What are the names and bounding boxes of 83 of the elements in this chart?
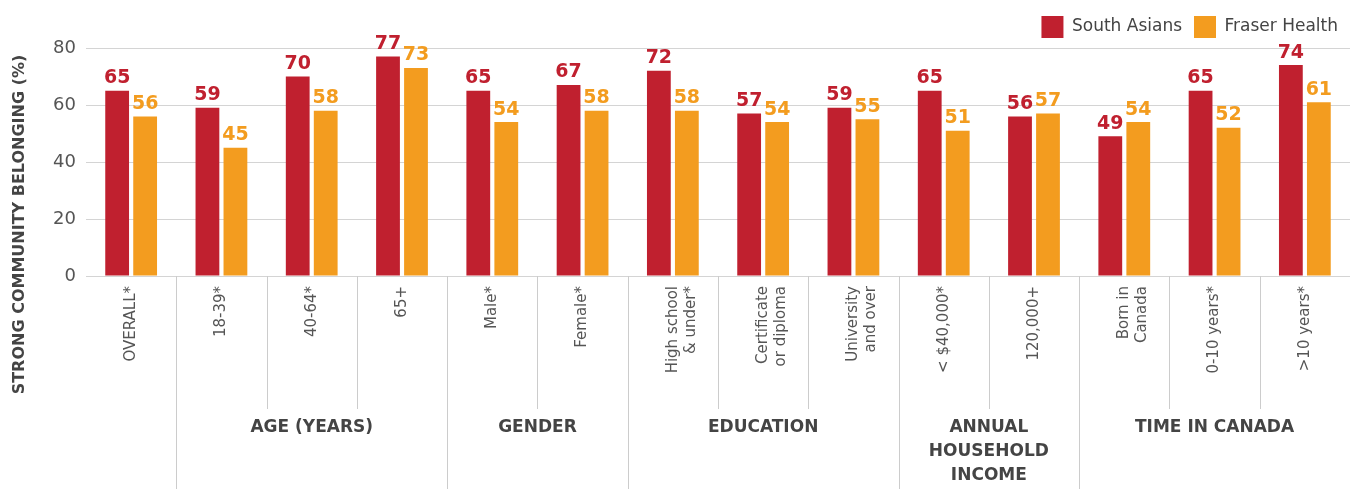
y-tick-label: 80 — [53, 35, 76, 57]
bar — [765, 122, 790, 276]
bar — [1126, 122, 1151, 276]
x-tick-label: 18-39* — [211, 285, 230, 338]
x-tick-label: High school & under* — [662, 285, 699, 374]
data-label: 65 — [916, 65, 943, 88]
bar — [223, 147, 248, 276]
y-tick-label: 60 — [53, 92, 76, 114]
bar — [674, 110, 699, 276]
bar — [855, 119, 880, 276]
bar — [133, 116, 158, 276]
bar — [376, 56, 400, 276]
x-tick-label: OVERALL* — [121, 285, 140, 362]
data-label: 58 — [312, 85, 339, 108]
data-label: 65 — [465, 65, 492, 88]
text: ANNUAL HOUSEHOLD INCOME — [928, 415, 1049, 484]
data-label: 49 — [1097, 110, 1124, 133]
bar — [584, 110, 609, 276]
x-tick-label: Female* — [572, 285, 591, 348]
bar — [1008, 116, 1032, 276]
x-tick-label: Male* — [482, 285, 501, 330]
bar — [737, 113, 762, 276]
data-label: 59 — [826, 82, 853, 105]
bar — [827, 107, 852, 276]
data-label: 65 — [103, 65, 131, 88]
data-label: 61 — [1305, 76, 1333, 99]
x-tick-label: Certificate or diploma — [753, 286, 790, 367]
bar — [646, 70, 671, 276]
data-label: 77 — [374, 30, 402, 53]
y-tick-label: 40 — [53, 149, 76, 171]
data-label: 67 — [555, 59, 582, 82]
data-label: 59 — [194, 82, 221, 105]
data-label: 56 — [1006, 90, 1034, 113]
text: TIME IN CANADA — [1135, 415, 1295, 436]
x-tick-label: Born in Canada — [1114, 286, 1151, 344]
data-label: 58 — [583, 85, 610, 108]
data-label: 73 — [402, 42, 430, 65]
text: AGE (YEARS) — [250, 415, 374, 436]
bar — [105, 90, 130, 276]
data-label: 54 — [1125, 96, 1152, 119]
data-label: 52 — [1215, 102, 1242, 125]
bar — [945, 130, 970, 276]
data-label: 56 — [131, 90, 159, 113]
text: EDUCATION — [707, 415, 819, 436]
x-tick-label: >10 years* — [1294, 285, 1313, 372]
bar — [466, 90, 491, 276]
bar — [1036, 113, 1060, 276]
legend-label: South Asians — [1071, 15, 1183, 36]
y-tick-label: 0 — [64, 263, 76, 285]
y-tick-label: 20 — [53, 206, 76, 228]
data-label: 57 — [1034, 87, 1062, 110]
bar — [313, 110, 338, 276]
bar — [404, 67, 428, 276]
bar — [195, 107, 220, 276]
legend-label: Fraser Health — [1224, 15, 1338, 36]
data-label: 45 — [222, 122, 249, 145]
bar — [1306, 102, 1331, 276]
bar — [556, 85, 581, 276]
bar — [1216, 127, 1241, 276]
text: GENDER — [498, 415, 577, 436]
bar — [494, 122, 519, 276]
bar — [1098, 136, 1123, 276]
data-label: 58 — [673, 85, 701, 108]
x-tick-label: 0-10 years* — [1204, 285, 1223, 374]
y-axis-title: STRONG COMMUNITY BELONGING (%) — [9, 54, 29, 395]
data-label: 74 — [1277, 39, 1305, 62]
data-label: 51 — [944, 105, 971, 128]
data-label: 55 — [854, 93, 881, 116]
bar — [1278, 65, 1303, 276]
data-label: 65 — [1187, 65, 1214, 88]
bar — [285, 76, 310, 276]
bar — [917, 90, 942, 276]
data-label: 54 — [493, 96, 520, 119]
x-tick-label: 120,000+ — [1023, 286, 1042, 361]
x-tick-label: University and over — [843, 285, 880, 362]
data-label: 57 — [735, 87, 763, 110]
bar — [1188, 90, 1213, 276]
x-tick-label: 40-64* — [301, 285, 320, 338]
data-label: 70 — [284, 50, 311, 73]
data-label: 72 — [645, 45, 673, 68]
x-tick-label: 65+ — [391, 286, 410, 318]
x-tick-label: < $40,000* — [933, 285, 952, 373]
data-label: 54 — [763, 96, 791, 119]
